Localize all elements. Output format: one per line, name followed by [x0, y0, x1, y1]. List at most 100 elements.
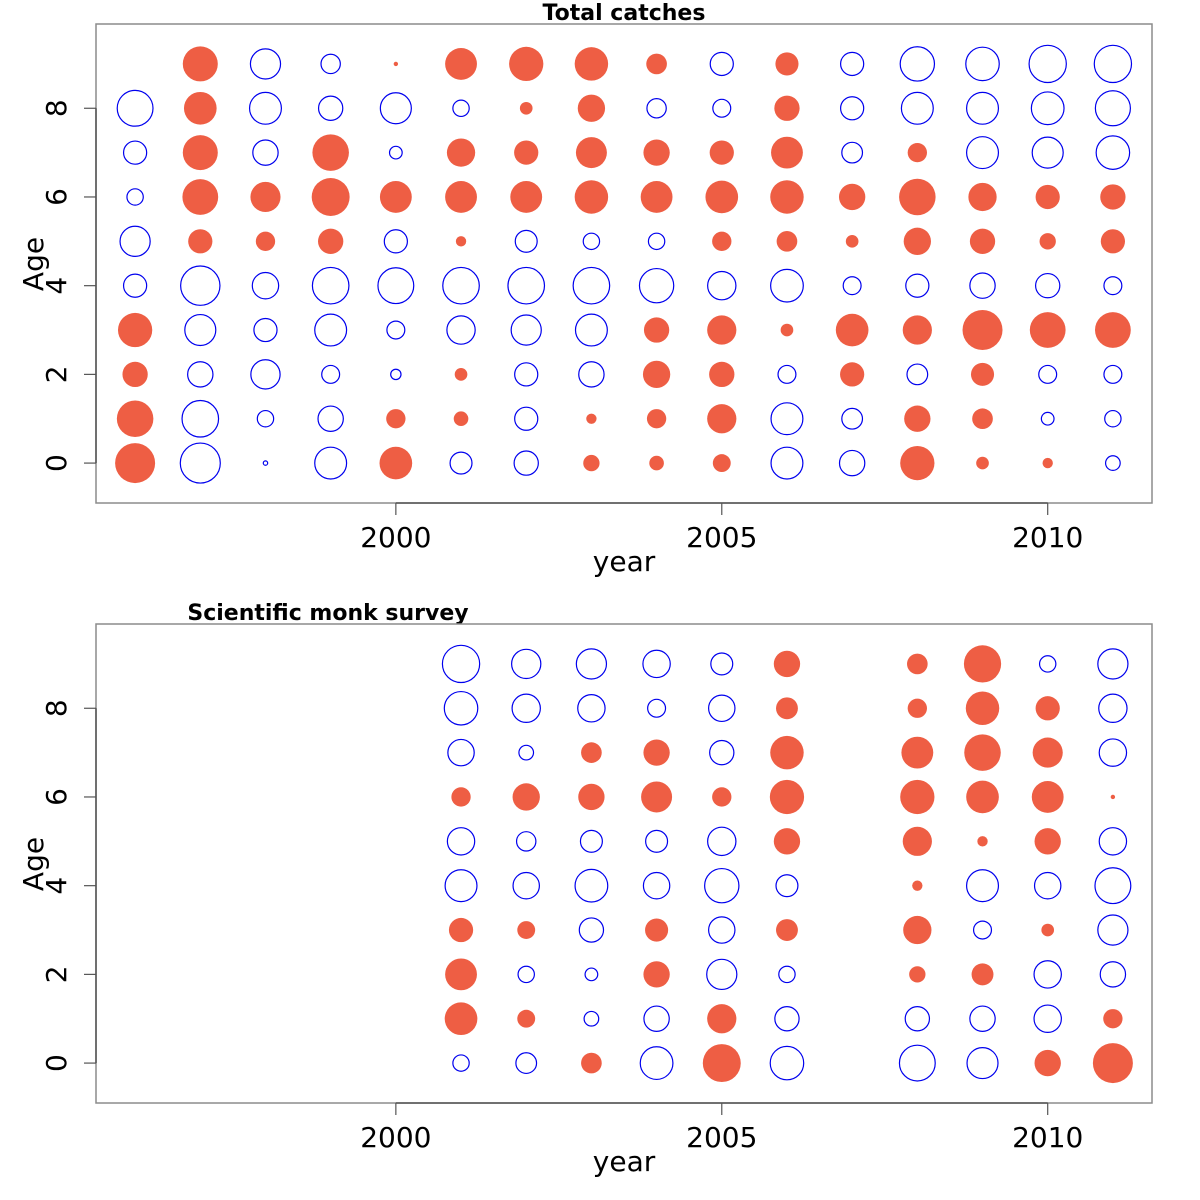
bubble-2011-age-6: [1100, 184, 1126, 210]
bubble-2010-age-0: [1042, 457, 1053, 469]
x-tick-label: 2010: [1012, 521, 1083, 554]
bubble-2004-age-1: [643, 1005, 670, 1032]
bubble-2011-age-0: [1104, 455, 1121, 471]
bubble-2011-age-1: [1103, 1009, 1123, 1029]
bubble-2002-age-1: [517, 1009, 536, 1028]
bubble-2011-age-2: [1099, 961, 1127, 988]
bubble-2000-age-7: [388, 145, 403, 160]
y-tick-label: 4: [40, 277, 73, 295]
bubble-2003-age-1: [586, 413, 597, 424]
bubble-2004-age-6: [641, 781, 673, 813]
bubble-2009-age-3: [962, 310, 1003, 351]
bubble-2003-age-9: [574, 47, 609, 81]
y-tick-label: 4: [40, 877, 73, 895]
bubble-2003-age-8: [577, 694, 606, 723]
bubble-2008-age-4: [905, 273, 930, 298]
bubble-2004-age-3: [643, 317, 670, 343]
bubble-2005-age-0: [702, 1044, 741, 1083]
bubble-1999-age-4: [311, 266, 350, 305]
bubble-2005-age-5: [712, 231, 732, 251]
bubble-2002-age-5: [515, 831, 537, 852]
bubble-1997-age-2: [187, 361, 214, 388]
bubble-1997-age-6: [182, 179, 219, 215]
bubble-1996-age-0: [115, 443, 156, 484]
bubble-2009-age-4: [969, 272, 996, 299]
bubble-2005-age-7: [709, 739, 735, 766]
bubble-2002-age-9: [511, 648, 542, 680]
bubble-2003-age-5: [579, 829, 603, 853]
bubble-2001-age-8: [452, 99, 470, 118]
bubble-2005-age-8: [712, 98, 732, 118]
bubble-2001-age-1: [444, 1002, 478, 1036]
bubble-2001-age-8: [443, 690, 479, 726]
bubble-2011-age-3: [1094, 312, 1131, 348]
bubble-2011-age-0: [1092, 1043, 1133, 1084]
bubble-2004-age-0: [649, 455, 664, 471]
bubble-2006-age-2: [778, 965, 796, 984]
bubble-2002-age-6: [512, 783, 540, 811]
bubble-2003-age-7: [581, 742, 602, 763]
bubble-2003-age-2: [584, 967, 599, 982]
bubble-2001-age-3: [446, 315, 476, 345]
bubble-2010-age-9: [1028, 44, 1067, 84]
bubble-1996-age-5: [119, 225, 151, 257]
bubble-2008-age-6: [899, 178, 936, 216]
bubble-2008-age-3: [903, 915, 932, 945]
bubble-2002-age-2: [514, 362, 539, 387]
bubble-2006-age-8: [774, 95, 800, 121]
bubble-2006-age-1: [774, 1006, 800, 1032]
bubble-2003-age-9: [575, 648, 608, 680]
bubble-2010-age-2: [1033, 960, 1062, 989]
bubble-2009-age-7: [965, 136, 1000, 170]
bubble-1998-age-3: [253, 317, 278, 343]
bubble-2006-age-3: [776, 919, 798, 941]
bubble-2006-age-9: [773, 650, 801, 678]
bubble-2009-age-9: [965, 46, 1000, 82]
bubble-2001-age-9: [441, 644, 481, 684]
bubble-1997-age-1: [181, 399, 220, 438]
y-axis-label: Age: [17, 837, 50, 891]
bubble-1996-age-6: [126, 188, 144, 206]
bubble-2010-age-2: [1038, 364, 1058, 384]
bubble-2009-age-4: [965, 869, 1000, 903]
bubble-2011-age-9: [1093, 44, 1133, 84]
bubble-2002-age-8: [511, 693, 541, 724]
bubble-2009-age-8: [965, 91, 1000, 125]
bubble-1997-age-7: [182, 135, 218, 171]
bubble-2003-age-8: [577, 94, 606, 122]
bubble-2004-age-4: [638, 267, 675, 304]
bubble-2007-age-6: [838, 183, 866, 211]
bubble-2003-age-0: [581, 1052, 602, 1074]
bubble-2009-age-0: [966, 1046, 999, 1080]
bubble-2002-age-7: [514, 140, 539, 165]
bubble-2001-age-6: [451, 787, 471, 807]
bubble-2005-age-2: [709, 361, 735, 388]
bubble-2002-age-6: [510, 181, 543, 213]
bubble-2006-age-0: [770, 446, 804, 480]
bubble-2010-age-4: [1033, 871, 1062, 900]
bubble-2008-age-0: [900, 445, 935, 481]
bubble-2006-age-4: [770, 268, 804, 303]
bubble-2008-age-7: [907, 142, 927, 163]
bubble-1998-age-0: [262, 460, 269, 466]
bubble-2006-age-0: [769, 1045, 805, 1081]
bubble-2005-age-1: [707, 404, 737, 434]
x-tick-label: 2000: [360, 1121, 431, 1154]
bubble-2009-age-1: [969, 1005, 996, 1032]
bubble-2010-age-8: [1030, 91, 1065, 126]
bubble-1999-age-7: [312, 134, 349, 171]
bubble-1998-age-5: [255, 231, 276, 251]
bubble-2002-age-5: [514, 229, 538, 253]
bubble-2004-age-2: [642, 360, 671, 389]
bubble-2007-age-2: [840, 362, 865, 387]
plot-frame: [95, 23, 1153, 504]
y-tick-label: 2: [40, 365, 73, 383]
bubble-2004-age-8: [647, 698, 667, 718]
bubble-2006-age-6: [770, 180, 804, 214]
bubble-2006-age-3: [780, 323, 794, 337]
bubble-2007-age-0: [838, 449, 866, 477]
bubble-2006-age-7: [770, 735, 804, 770]
bubble-2008-age-2: [909, 966, 926, 983]
bubble-2002-age-8: [519, 101, 533, 115]
bubble-2005-age-9: [710, 652, 734, 676]
